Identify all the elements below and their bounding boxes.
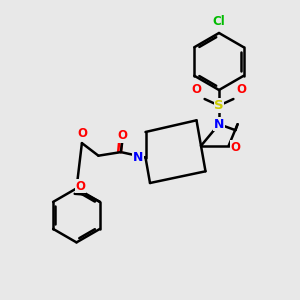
Text: O: O — [236, 83, 246, 96]
Text: O: O — [77, 127, 87, 140]
Text: N: N — [133, 151, 143, 164]
Text: O: O — [230, 141, 240, 154]
Text: S: S — [214, 99, 224, 112]
Text: N: N — [214, 118, 224, 131]
Text: O: O — [117, 129, 128, 142]
Text: Cl: Cl — [213, 15, 225, 28]
Text: O: O — [192, 83, 202, 96]
Text: O: O — [76, 180, 86, 193]
Text: methoxy: methoxy — [69, 193, 75, 194]
